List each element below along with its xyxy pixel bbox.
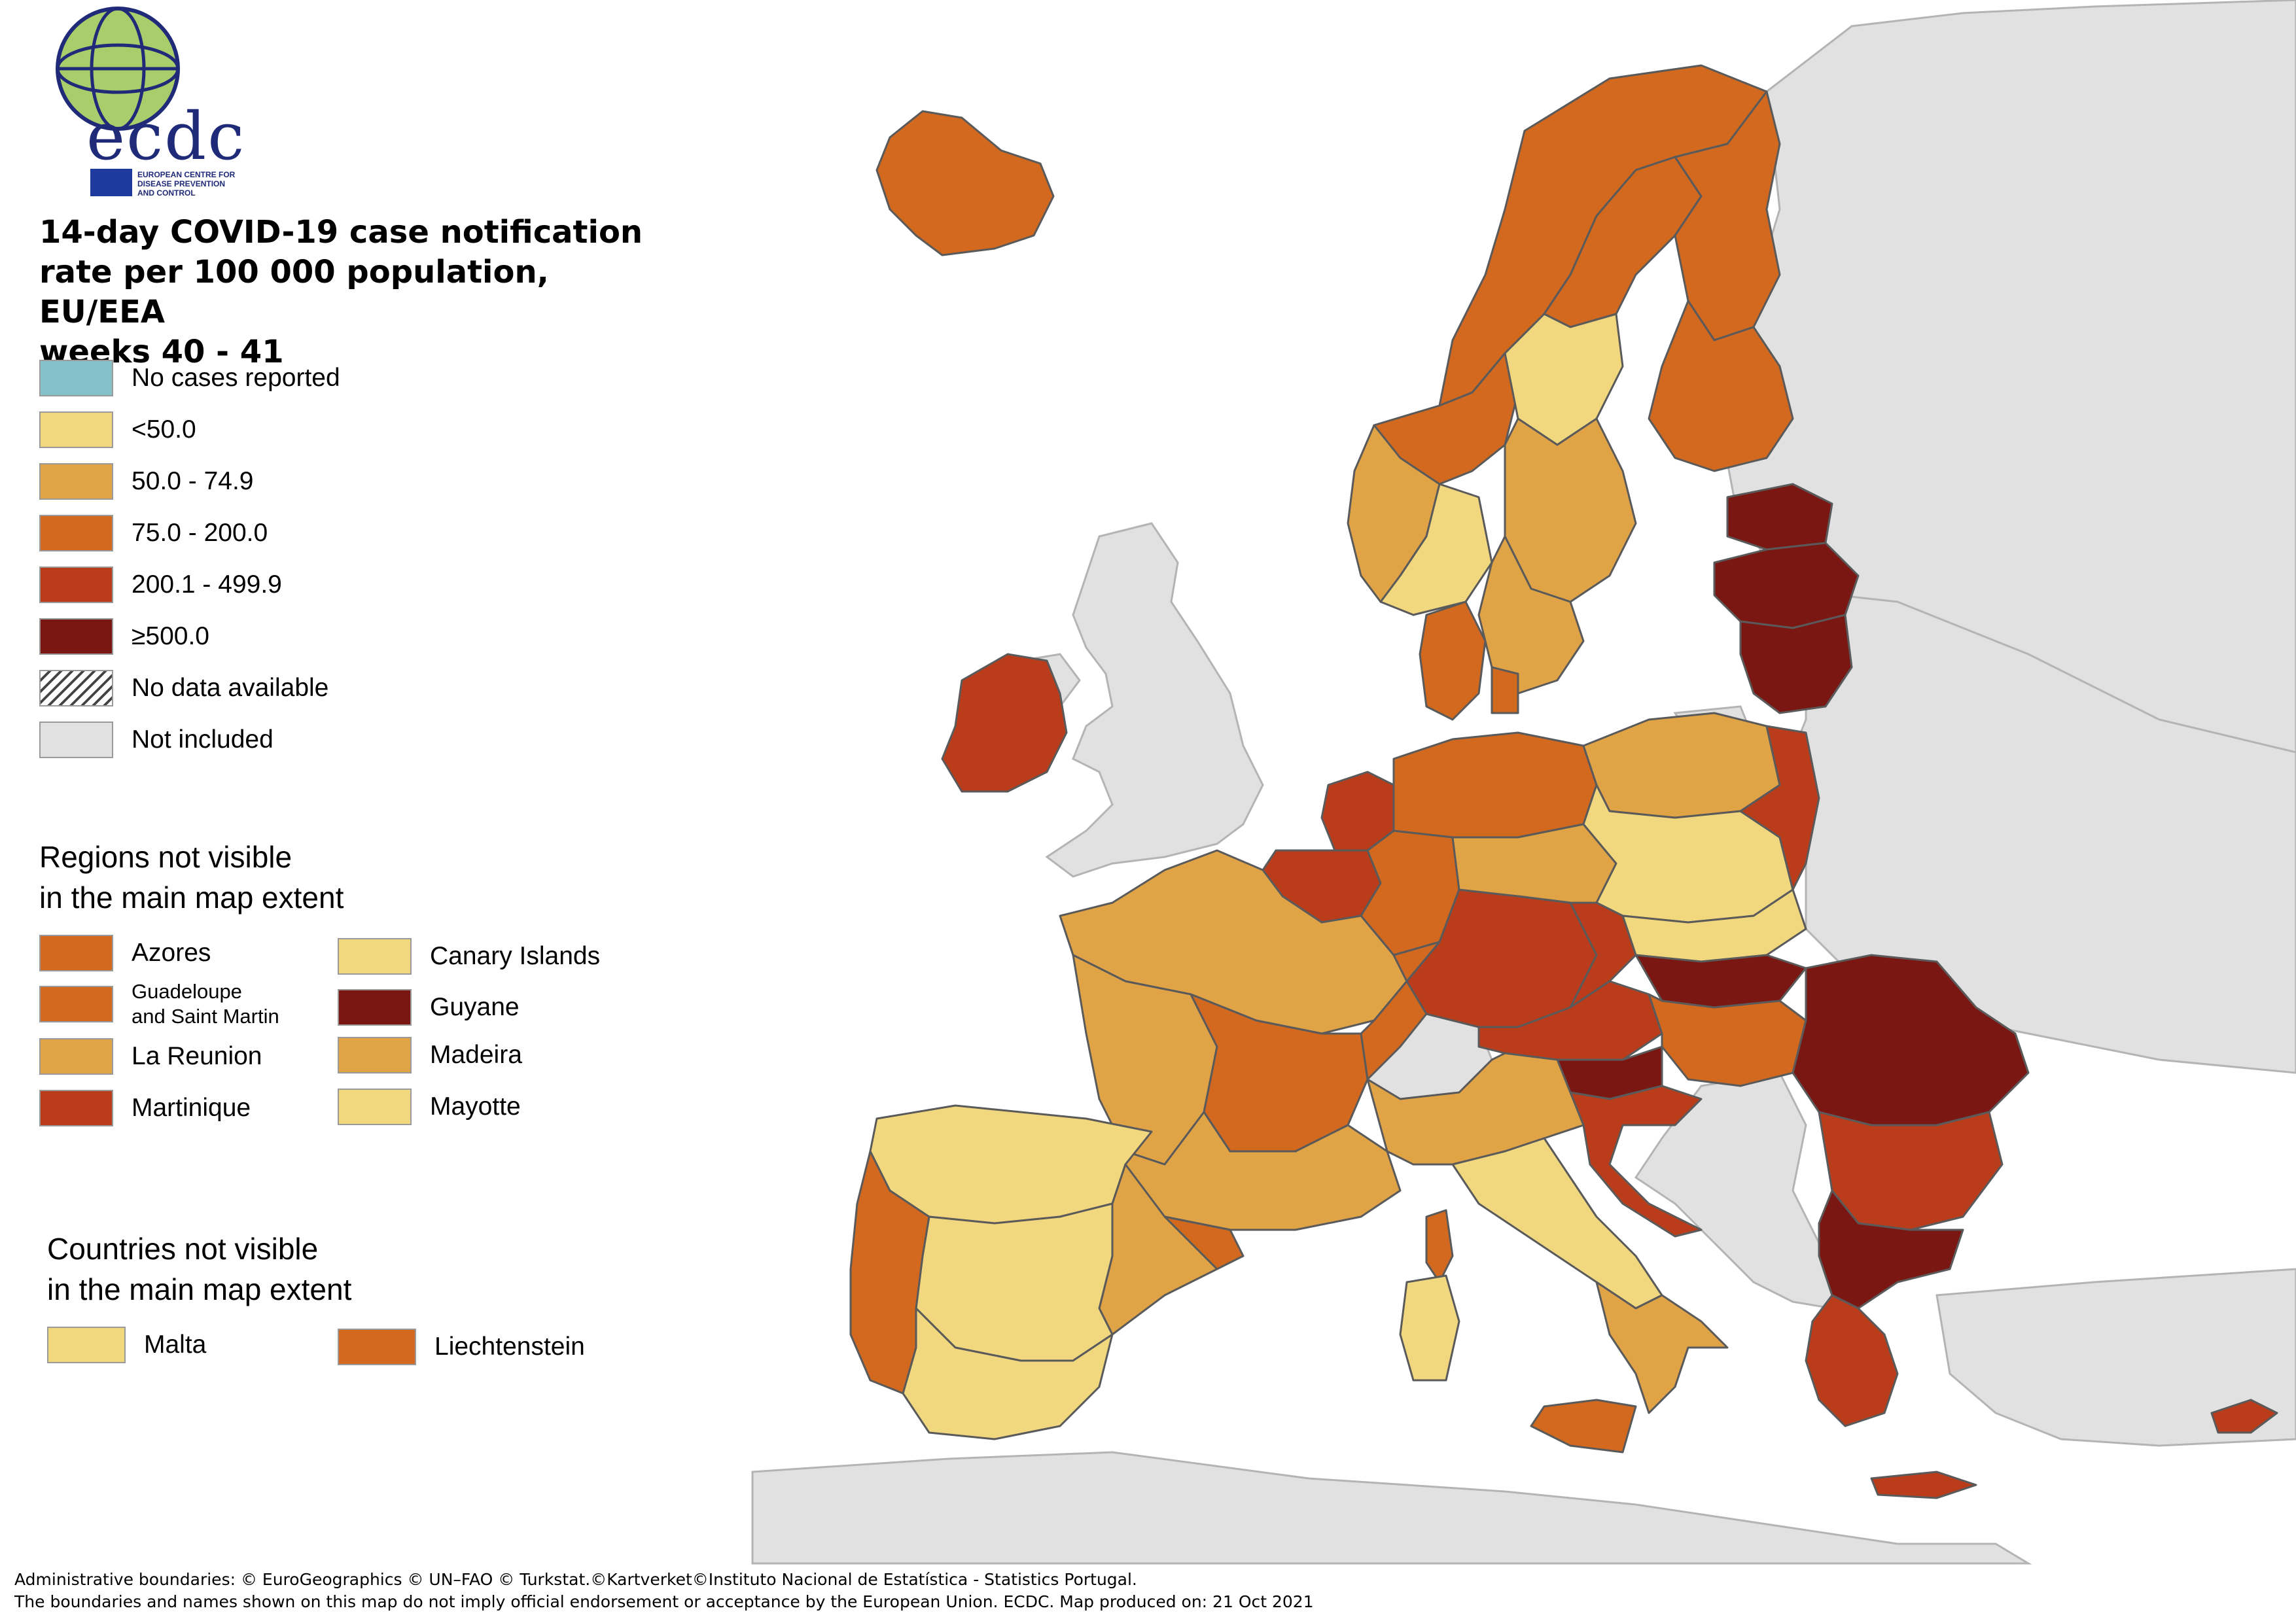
germany-north-region: [1392, 731, 1598, 839]
legend-swatch: [39, 722, 113, 758]
finland-south-region: [1648, 300, 1794, 472]
legend-swatch: [338, 989, 412, 1026]
legend-item-below-50: <50.0: [39, 410, 196, 449]
included-regions: [849, 64, 2278, 1499]
corsica-region: [1425, 1209, 1454, 1283]
legend-item-mayotte: Mayotte: [338, 1087, 521, 1126]
legend-swatch: [338, 1037, 412, 1073]
balkans-region: [1634, 1072, 1846, 1310]
crete-region: [1870, 1471, 1977, 1499]
legend-swatch: [39, 1090, 113, 1126]
croatia-region: [1569, 1085, 1703, 1238]
france-east-region: [1360, 941, 1441, 1081]
sardinia-region: [1399, 1274, 1460, 1382]
legend-swatch: [39, 463, 113, 500]
lithuania-region: [1739, 614, 1853, 714]
cyprus-region: [2210, 1399, 2278, 1434]
italy-north-region: [1366, 1052, 1585, 1166]
turkey-region: [1935, 1268, 2296, 1447]
legend-item-liechtenstein: Liechtenstein: [338, 1327, 585, 1367]
uk-region: [1045, 522, 1264, 878]
logo-wordmark: ecdc: [86, 98, 246, 175]
legend-item-martinique: Martinique: [39, 1089, 251, 1128]
legend-swatch: [39, 411, 113, 448]
legend-swatch: [39, 986, 113, 1022]
legend-item-guyane: Guyane: [338, 988, 520, 1027]
map-title: 14-day COVID-19 case notification rate p…: [39, 214, 643, 370]
iceland-region: [875, 110, 1055, 256]
legend-item-guadeloupe: Guadeloupe and Saint Martin: [39, 980, 279, 1028]
catalonia-region: [1163, 1215, 1245, 1270]
legend-item-not-included: Not included: [39, 720, 274, 759]
legend-item-no-cases: No cases reported: [39, 358, 340, 398]
sicily-region: [1530, 1399, 1637, 1454]
legend-swatch: [39, 1038, 113, 1075]
eu-flag-icon: [90, 169, 132, 196]
denmark-zealand-region: [1491, 666, 1519, 714]
ecdc-logo-graphic: [56, 7, 180, 196]
map-footer-credits: Administrative boundaries: © EuroGeograp…: [14, 1570, 1314, 1611]
legend-swatch: [338, 1329, 416, 1365]
legend-item-200-500: 200.1 - 499.9: [39, 565, 282, 604]
legend-item-75-200: 75.0 - 200.0: [39, 514, 268, 553]
sweden-south-region: [1477, 535, 1585, 695]
legend-swatch-hatched: [39, 670, 113, 706]
legend-swatch: [39, 618, 113, 655]
legend-swatch: [39, 515, 113, 551]
ireland-region: [941, 653, 1068, 793]
czechia-region: [1517, 895, 1637, 1009]
norway-south-region: [1379, 483, 1493, 616]
regions-inset-title: Regions not visible in the main map exte…: [39, 840, 344, 915]
sweden-north-region: [1543, 156, 1703, 328]
legend-swatch: [338, 938, 412, 975]
legend-item-no-data: No data available: [39, 669, 328, 708]
legend-item-500-plus: ≥500.0: [39, 617, 209, 656]
legend-item-madeira: Madeira: [338, 1036, 522, 1075]
logo-agency-name: EUROPEAN CENTRE FOR DISEASE PREVENTION A…: [137, 170, 236, 198]
denmark-region: [1419, 601, 1487, 721]
legend-item-malta: Malta: [47, 1325, 206, 1365]
finland-north-region: [1674, 90, 1781, 341]
legend-swatch: [39, 935, 113, 971]
sweden-central-region: [1504, 417, 1637, 603]
portugal-region: [849, 1150, 930, 1395]
countries-inset-title: Countries not visible in the main map ex…: [47, 1232, 352, 1306]
greece-south-region: [1805, 1294, 1899, 1427]
north-africa-region: [751, 1451, 2032, 1565]
italy-south-region: [1595, 1281, 1729, 1414]
legend-swatch: [338, 1089, 412, 1125]
legend-item-50-75: 50.0 - 74.9: [39, 462, 253, 501]
legend-item-la-reunion: La Reunion: [39, 1037, 262, 1076]
legend-swatch: [39, 360, 113, 396]
legend-item-canary-islands: Canary Islands: [338, 937, 600, 976]
legend-swatch: [47, 1327, 126, 1363]
greece-north-region: [1818, 1189, 1964, 1310]
ecdc-logo: ecdc EUROPEAN CENTRE FOR DISEASE PREVENT…: [39, 10, 281, 200]
legend-swatch: [39, 566, 113, 603]
legend-item-azores: Azores: [39, 933, 211, 973]
